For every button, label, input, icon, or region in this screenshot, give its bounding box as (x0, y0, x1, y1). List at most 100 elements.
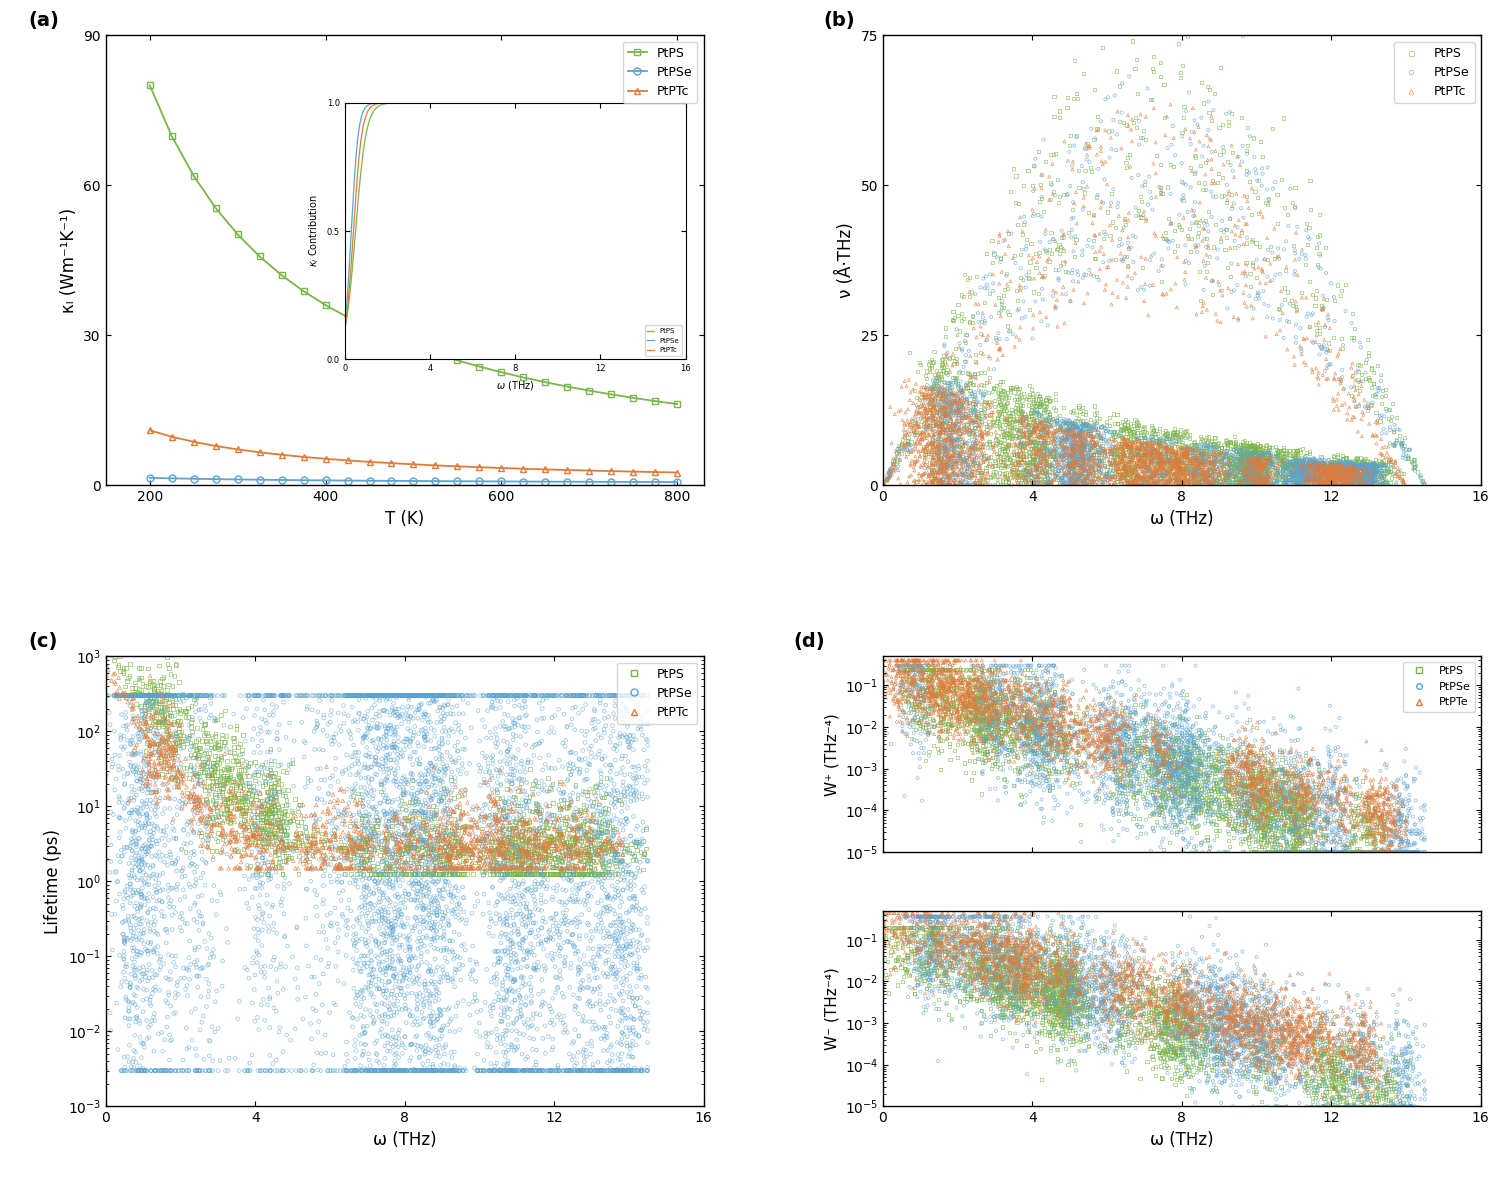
PtPSe (955, 434, 979, 453)
Point (1020, 958, 1044, 977)
Point (1230, 802, 1254, 820)
PtPTc (1340, 468, 1364, 487)
PtPS (467, 833, 491, 852)
Point (1058, 1000, 1082, 1019)
Point (920, 907, 944, 926)
PtPSe (431, 927, 455, 946)
Point (985, 977, 1009, 996)
Point (1253, 814, 1277, 833)
PtPSe (1192, 437, 1216, 455)
Point (1399, 843, 1423, 862)
PtPS (1114, 424, 1138, 443)
PtPSe (396, 686, 420, 705)
Point (970, 710, 994, 729)
Point (1170, 1039, 1194, 1058)
Point (1333, 837, 1357, 856)
PtPTc (1117, 466, 1141, 485)
PtPS (1150, 465, 1174, 484)
Point (1265, 1097, 1289, 1116)
PtPSe (1230, 454, 1254, 473)
Point (904, 939, 928, 958)
Point (963, 696, 987, 714)
PtPTc (1289, 457, 1313, 476)
Point (943, 660, 967, 679)
Point (1244, 1024, 1268, 1043)
PtPS (296, 839, 320, 858)
Point (1212, 997, 1236, 1016)
PtPS (1115, 257, 1139, 275)
PtPSe (409, 1038, 434, 1057)
PtPS (1358, 471, 1383, 490)
Point (1197, 959, 1221, 978)
Point (1032, 973, 1056, 992)
PtPSe (366, 754, 390, 773)
Point (972, 733, 996, 752)
Point (1020, 957, 1044, 976)
PtPSe (428, 792, 452, 811)
Point (1251, 820, 1275, 839)
PtPSe (1194, 450, 1218, 468)
Point (1071, 703, 1095, 722)
Point (969, 681, 993, 700)
Point (1109, 970, 1133, 989)
PtPSe (630, 707, 654, 726)
Point (1144, 1029, 1168, 1048)
PtPSe (1253, 471, 1277, 490)
PtPTc (972, 345, 996, 364)
PtPSe (364, 686, 388, 705)
PtPSe (1102, 440, 1126, 459)
Point (916, 671, 940, 690)
Point (922, 942, 946, 960)
Point (1327, 1024, 1351, 1043)
Point (1009, 742, 1034, 760)
Point (950, 938, 975, 957)
PtPTc (474, 805, 499, 824)
Point (1186, 751, 1210, 770)
Point (1244, 731, 1268, 750)
PtPSe (616, 686, 641, 705)
PtPS (530, 818, 555, 837)
Point (1000, 674, 1024, 693)
PtPSe (1327, 464, 1351, 483)
Point (1215, 1032, 1239, 1051)
PtPSe (376, 1008, 400, 1026)
PtPSe (257, 830, 281, 849)
PtPSe (946, 437, 970, 455)
PtPSe (1334, 468, 1358, 487)
Point (982, 949, 1006, 967)
PtPTc (225, 793, 249, 812)
Point (1389, 1080, 1413, 1099)
Point (1015, 951, 1040, 970)
Point (1286, 822, 1310, 840)
PtPS (1238, 447, 1262, 466)
PtPSe (887, 438, 911, 457)
PtPSe (124, 686, 148, 705)
PtPS (263, 818, 287, 837)
PtPTc (1201, 441, 1225, 460)
Point (1145, 726, 1170, 745)
PtPSe (604, 931, 629, 950)
Point (1129, 738, 1153, 757)
PtPS (1114, 465, 1138, 484)
PtPTc (225, 857, 249, 876)
PtPSe (1375, 460, 1399, 479)
PtPSe (183, 940, 207, 959)
Point (972, 955, 996, 973)
PtPSe (1242, 465, 1266, 484)
PtPS (1043, 384, 1067, 403)
Point (1357, 1097, 1381, 1116)
PtPSe (1040, 443, 1064, 461)
Point (1280, 1031, 1304, 1050)
Point (1372, 1095, 1396, 1113)
PtPS (1256, 450, 1280, 468)
Point (1157, 759, 1182, 778)
Point (1289, 760, 1313, 779)
PtPSe (972, 270, 996, 288)
PtPS (506, 844, 530, 863)
Point (1071, 1031, 1095, 1050)
Point (1345, 773, 1369, 792)
PtPS (1213, 240, 1238, 259)
Point (1191, 732, 1215, 751)
PtPTc (1014, 408, 1038, 427)
PtPS (1018, 423, 1043, 441)
